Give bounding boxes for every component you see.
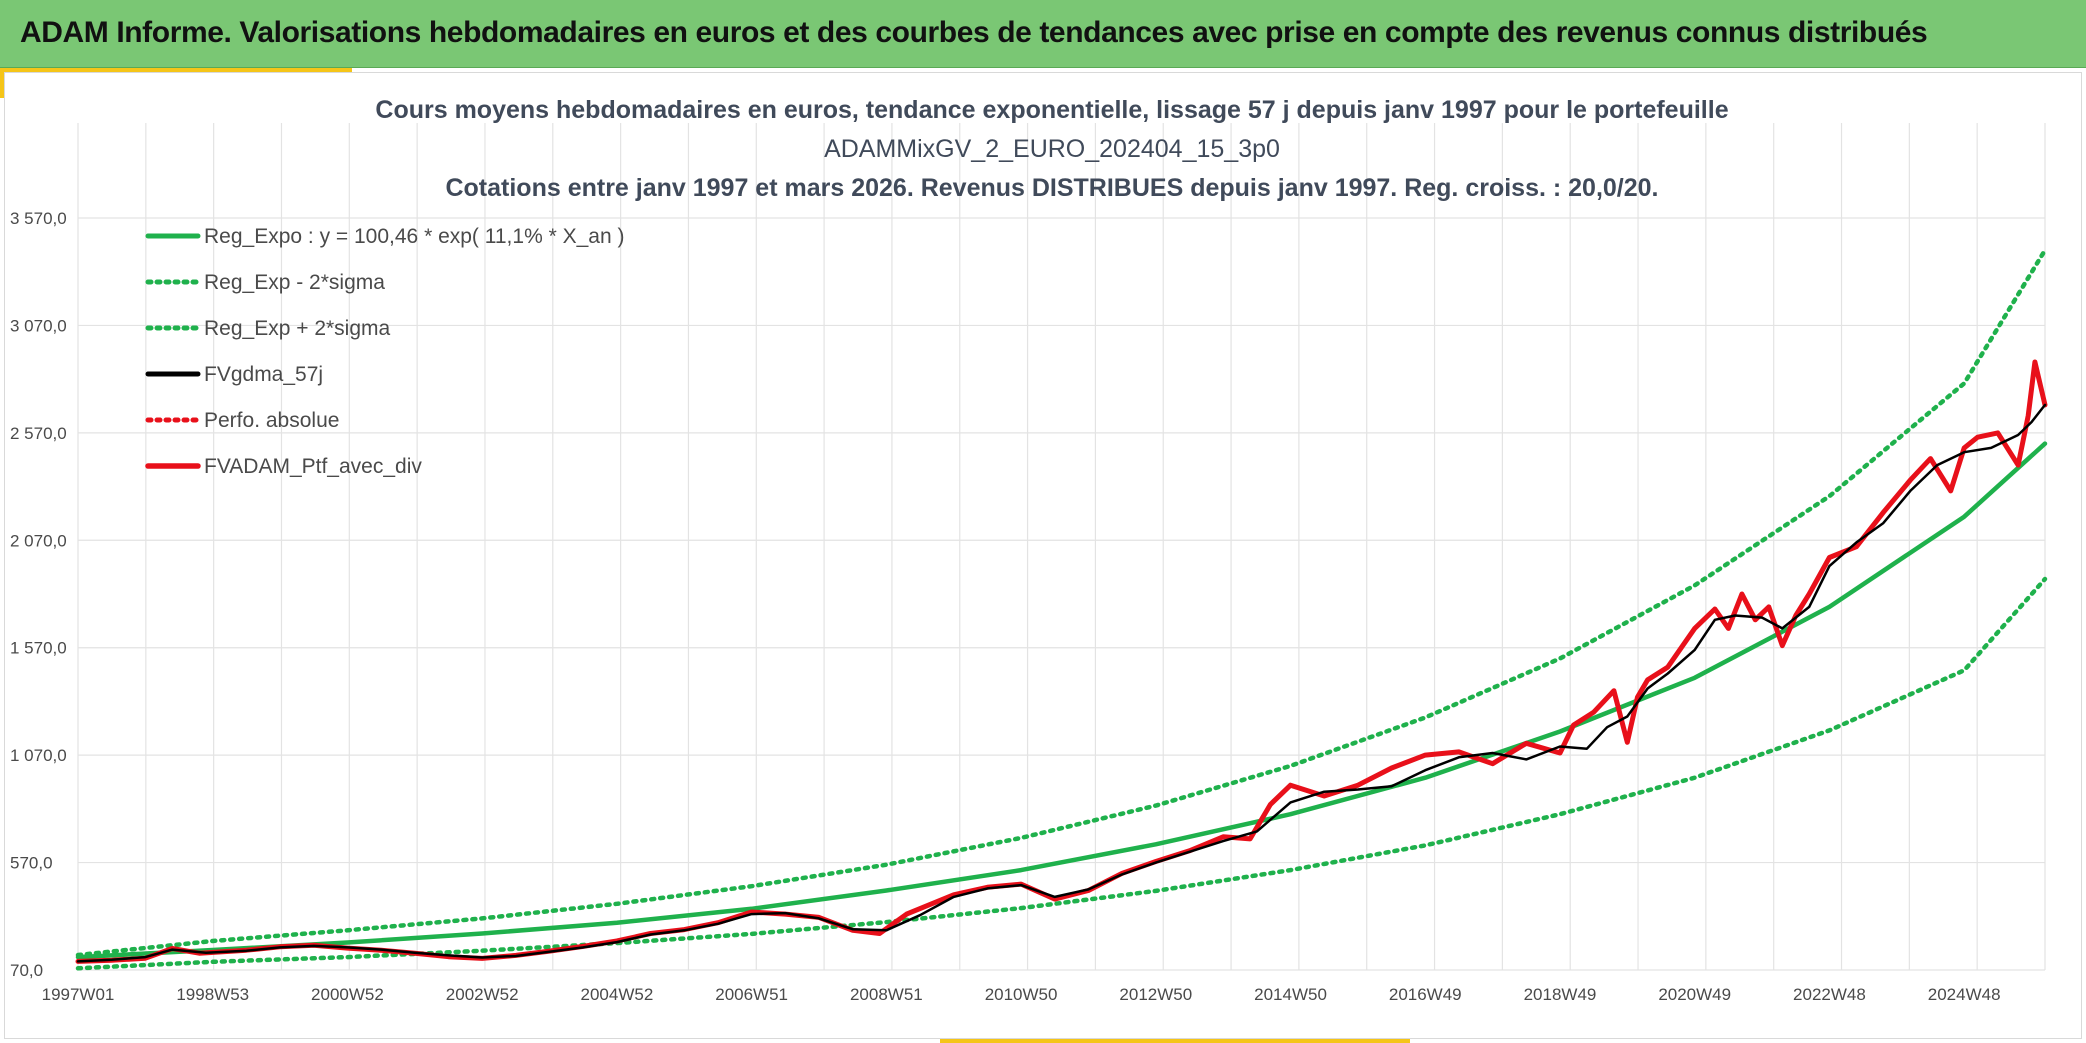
- y-tick-label: 3 570,0: [10, 209, 67, 228]
- x-tick-label: 2018W49: [1524, 985, 1597, 1004]
- chart-title-line-2: ADAMMixGV_2_EURO_202404_15_3p0: [824, 135, 1280, 163]
- series-line-5: [75, 359, 2048, 964]
- x-tick-label: 2014W50: [1254, 985, 1327, 1004]
- x-tick-label: 1998W53: [176, 985, 249, 1004]
- y-tick-label: 3 070,0: [10, 316, 67, 335]
- x-tick-label: 2012W50: [1119, 985, 1192, 1004]
- accent-stripe-top-left: [0, 68, 352, 74]
- series-line-3: [76, 403, 2047, 963]
- chart-series: [75, 247, 2048, 971]
- y-tick-label: 1 070,0: [10, 746, 67, 765]
- y-tick-label: 2 570,0: [10, 424, 67, 443]
- y-tick-label: 570,0: [10, 854, 53, 873]
- chart-title: Cours moyens hebdomadaires en euros, ten…: [375, 96, 1728, 202]
- page-title: ADAM Informe. Valorisations hebdomadaire…: [20, 16, 1928, 49]
- x-tick-label: 2008W51: [850, 985, 923, 1004]
- x-axis-ticks: 1997W01 1998W53 2000W52 2002W52 2004W52 2006W…: [42, 985, 2001, 1004]
- y-axis-ticks: 70,0 570,0 1 070,0 1 570,0 2 070,0 2 570,0 3 0…: [10, 209, 67, 980]
- x-tick-label: 2006W51: [715, 985, 788, 1004]
- grid-lines: [77, 123, 2046, 971]
- legend-label: Perfo. absolue: [204, 409, 339, 432]
- y-tick-label: 70,0: [10, 961, 43, 980]
- x-tick-label: 1997W01: [42, 985, 115, 1004]
- header-bar: ADAM Informe. Valorisations hebdomadaire…: [0, 0, 2086, 68]
- chart-title-line-1: Cours moyens hebdomadaires en euros, ten…: [375, 96, 1728, 124]
- x-tick-label: 2010W50: [985, 985, 1058, 1004]
- legend-label: Reg_Exp + 2*sigma: [204, 317, 391, 340]
- series-line-0: [75, 441, 2048, 960]
- legend-label: Reg_Expo : y = 100,46 * exp( 11,1% * X_a…: [204, 225, 624, 248]
- x-tick-label: 2024W48: [1928, 985, 2001, 1004]
- chart-frame: [4, 72, 2082, 1039]
- x-tick-label: 2016W49: [1389, 985, 1462, 1004]
- series-line-1: [75, 576, 2048, 971]
- legend-label: Reg_Exp - 2*sigma: [204, 271, 385, 294]
- x-tick-label: 2020W49: [1658, 985, 1731, 1004]
- legend-label: FVgdma_57j: [204, 363, 323, 386]
- y-tick-label: 2 070,0: [10, 531, 67, 550]
- x-tick-label: 2004W52: [581, 985, 654, 1004]
- x-tick-label: 2022W48: [1793, 985, 1866, 1004]
- legend: Reg_Expo : y = 100,46 * exp( 11,1% * X_a…: [145, 225, 624, 478]
- chart-title-line-3: Cotations entre janv 1997 et mars 2026. …: [445, 174, 1658, 202]
- x-tick-label: 2002W52: [446, 985, 519, 1004]
- y-tick-label: 1 570,0: [10, 639, 67, 658]
- series-line-2: [75, 247, 2048, 958]
- accent-stripe-left: [0, 68, 6, 98]
- x-tick-label: 2000W52: [311, 985, 384, 1004]
- accent-stripe-bottom: [940, 1038, 1410, 1043]
- legend-label: FVADAM_Ptf_avec_div: [204, 455, 422, 478]
